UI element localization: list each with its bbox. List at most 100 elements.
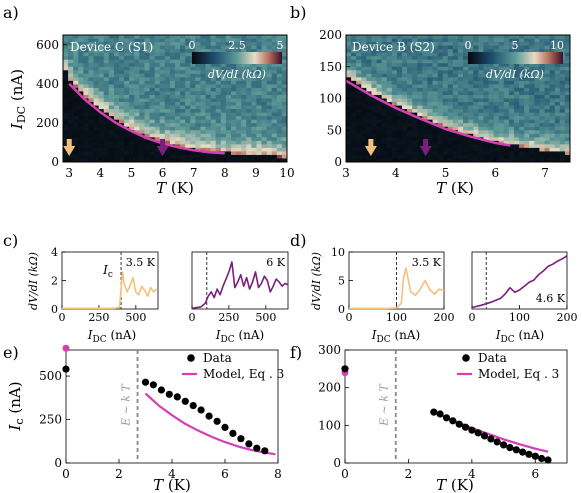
heatmap-cell (422, 66, 429, 71)
heatmap-cell (144, 52, 151, 57)
heatmap-cell (185, 158, 191, 162)
heatmap-cell (83, 137, 90, 142)
heatmap-cell (412, 109, 418, 114)
heatmap-cell (78, 147, 84, 153)
heatmap-cell (164, 87, 171, 93)
heatmap-cell (458, 49, 464, 54)
heatmap-cell (68, 119, 74, 124)
heatmap-cell (231, 77, 237, 82)
heatmap-cell (549, 109, 556, 114)
heatmap-cell (376, 77, 383, 82)
heatmap-cell (437, 144, 444, 149)
heatmap-cell (447, 102, 454, 107)
heatmap-cell (554, 102, 561, 107)
heatmap-cell (514, 130, 520, 135)
heatmap-cell (210, 147, 217, 153)
heatmap-cell (412, 151, 418, 156)
heatmap-cell (351, 112, 357, 117)
heatmap-cell (396, 49, 403, 54)
heatmap-cell (391, 73, 398, 78)
colorbar-b-label: dV/dI (kΩ) (486, 68, 544, 81)
heatmap-cell (281, 126, 287, 131)
heatmap-cell (113, 52, 120, 57)
heatmap-cell (452, 112, 459, 117)
heatmap-cell (386, 126, 393, 131)
heatmap-cell (175, 105, 181, 110)
heatmap-cell (417, 91, 423, 96)
heatmap-cell (498, 70, 505, 75)
heatmap-cell (256, 154, 263, 160)
heatmap-cell (524, 73, 530, 78)
heatmap-cell (396, 77, 403, 82)
heatmap-cell (256, 84, 263, 89)
heatmap-cell (144, 80, 151, 85)
x-tick-label: 6 (159, 166, 167, 180)
heatmap-cell (386, 140, 393, 145)
heatmap-cell (463, 130, 469, 135)
heatmap-cell (534, 70, 541, 75)
heatmap-cell (422, 116, 429, 121)
x-tick-label: 3 (342, 166, 350, 180)
heatmap-cell (113, 63, 120, 68)
heatmap-cell (108, 77, 115, 82)
heatmap-cell (544, 123, 551, 128)
heatmap-cell (351, 137, 357, 142)
heatmap-cell (559, 87, 566, 93)
heatmap-cell (437, 123, 444, 128)
heatmap-cell (159, 45, 166, 50)
heatmap-cell (447, 94, 454, 100)
heatmap-cell (381, 109, 388, 114)
heatmap-cell (498, 116, 505, 121)
heatmap-cell (236, 66, 242, 71)
heatmap-cell (391, 109, 398, 114)
heatmap-cell (124, 87, 130, 93)
heatmap-cell (376, 52, 383, 57)
heatmap-cell (88, 42, 95, 47)
heatmap-cell (63, 158, 69, 162)
heatmap-cell (396, 158, 403, 162)
heatmap-cell (427, 49, 434, 54)
heatmap-cell (396, 154, 403, 160)
heatmap-cell (266, 38, 273, 43)
heatmap-cell (124, 73, 130, 78)
heatmap-cell (351, 123, 357, 128)
heatmap-cell (458, 151, 464, 156)
heatmap-cell (417, 151, 423, 156)
heatmap-cell (447, 98, 454, 103)
heatmap-cell (524, 77, 530, 82)
heatmap-cell (124, 80, 130, 85)
heatmap-cell (427, 158, 434, 162)
heatmap-cell (78, 130, 84, 135)
heatmap-cell (215, 130, 222, 135)
heatmap-cell (371, 56, 378, 61)
heatmap-cell (366, 70, 373, 75)
heatmap-cell (488, 109, 495, 114)
heatmap-cell (396, 80, 403, 85)
heatmap-cell (88, 144, 95, 149)
heatmap-cell (452, 35, 459, 40)
heatmap-cell (351, 109, 357, 114)
heatmap-cell (483, 158, 490, 162)
heatmap-cell (119, 80, 125, 85)
heatmap-cell (251, 80, 258, 85)
heatmap-cell (386, 123, 393, 128)
heatmap-cell (544, 94, 551, 100)
heatmap-cell (396, 137, 403, 142)
heatmap-cell (231, 116, 237, 121)
temperature-marker-arrow (419, 139, 432, 156)
heatmap-cell (452, 137, 459, 142)
heatmap-cell (103, 42, 110, 47)
heatmap-cell (396, 63, 403, 68)
heatmap-cell (281, 38, 287, 43)
heatmap-cell (346, 70, 352, 75)
heatmap-cell (124, 133, 130, 138)
heatmap-cell (83, 112, 90, 117)
heatmap-cell (361, 84, 367, 89)
heatmap-cell (63, 59, 69, 64)
x-tick-label: 100 (509, 311, 530, 324)
heatmap-cell (119, 147, 125, 153)
heatmap-cell (488, 94, 495, 100)
data-point (500, 441, 508, 449)
heatmap-cell (361, 137, 367, 142)
heatmap-cell (251, 35, 258, 40)
